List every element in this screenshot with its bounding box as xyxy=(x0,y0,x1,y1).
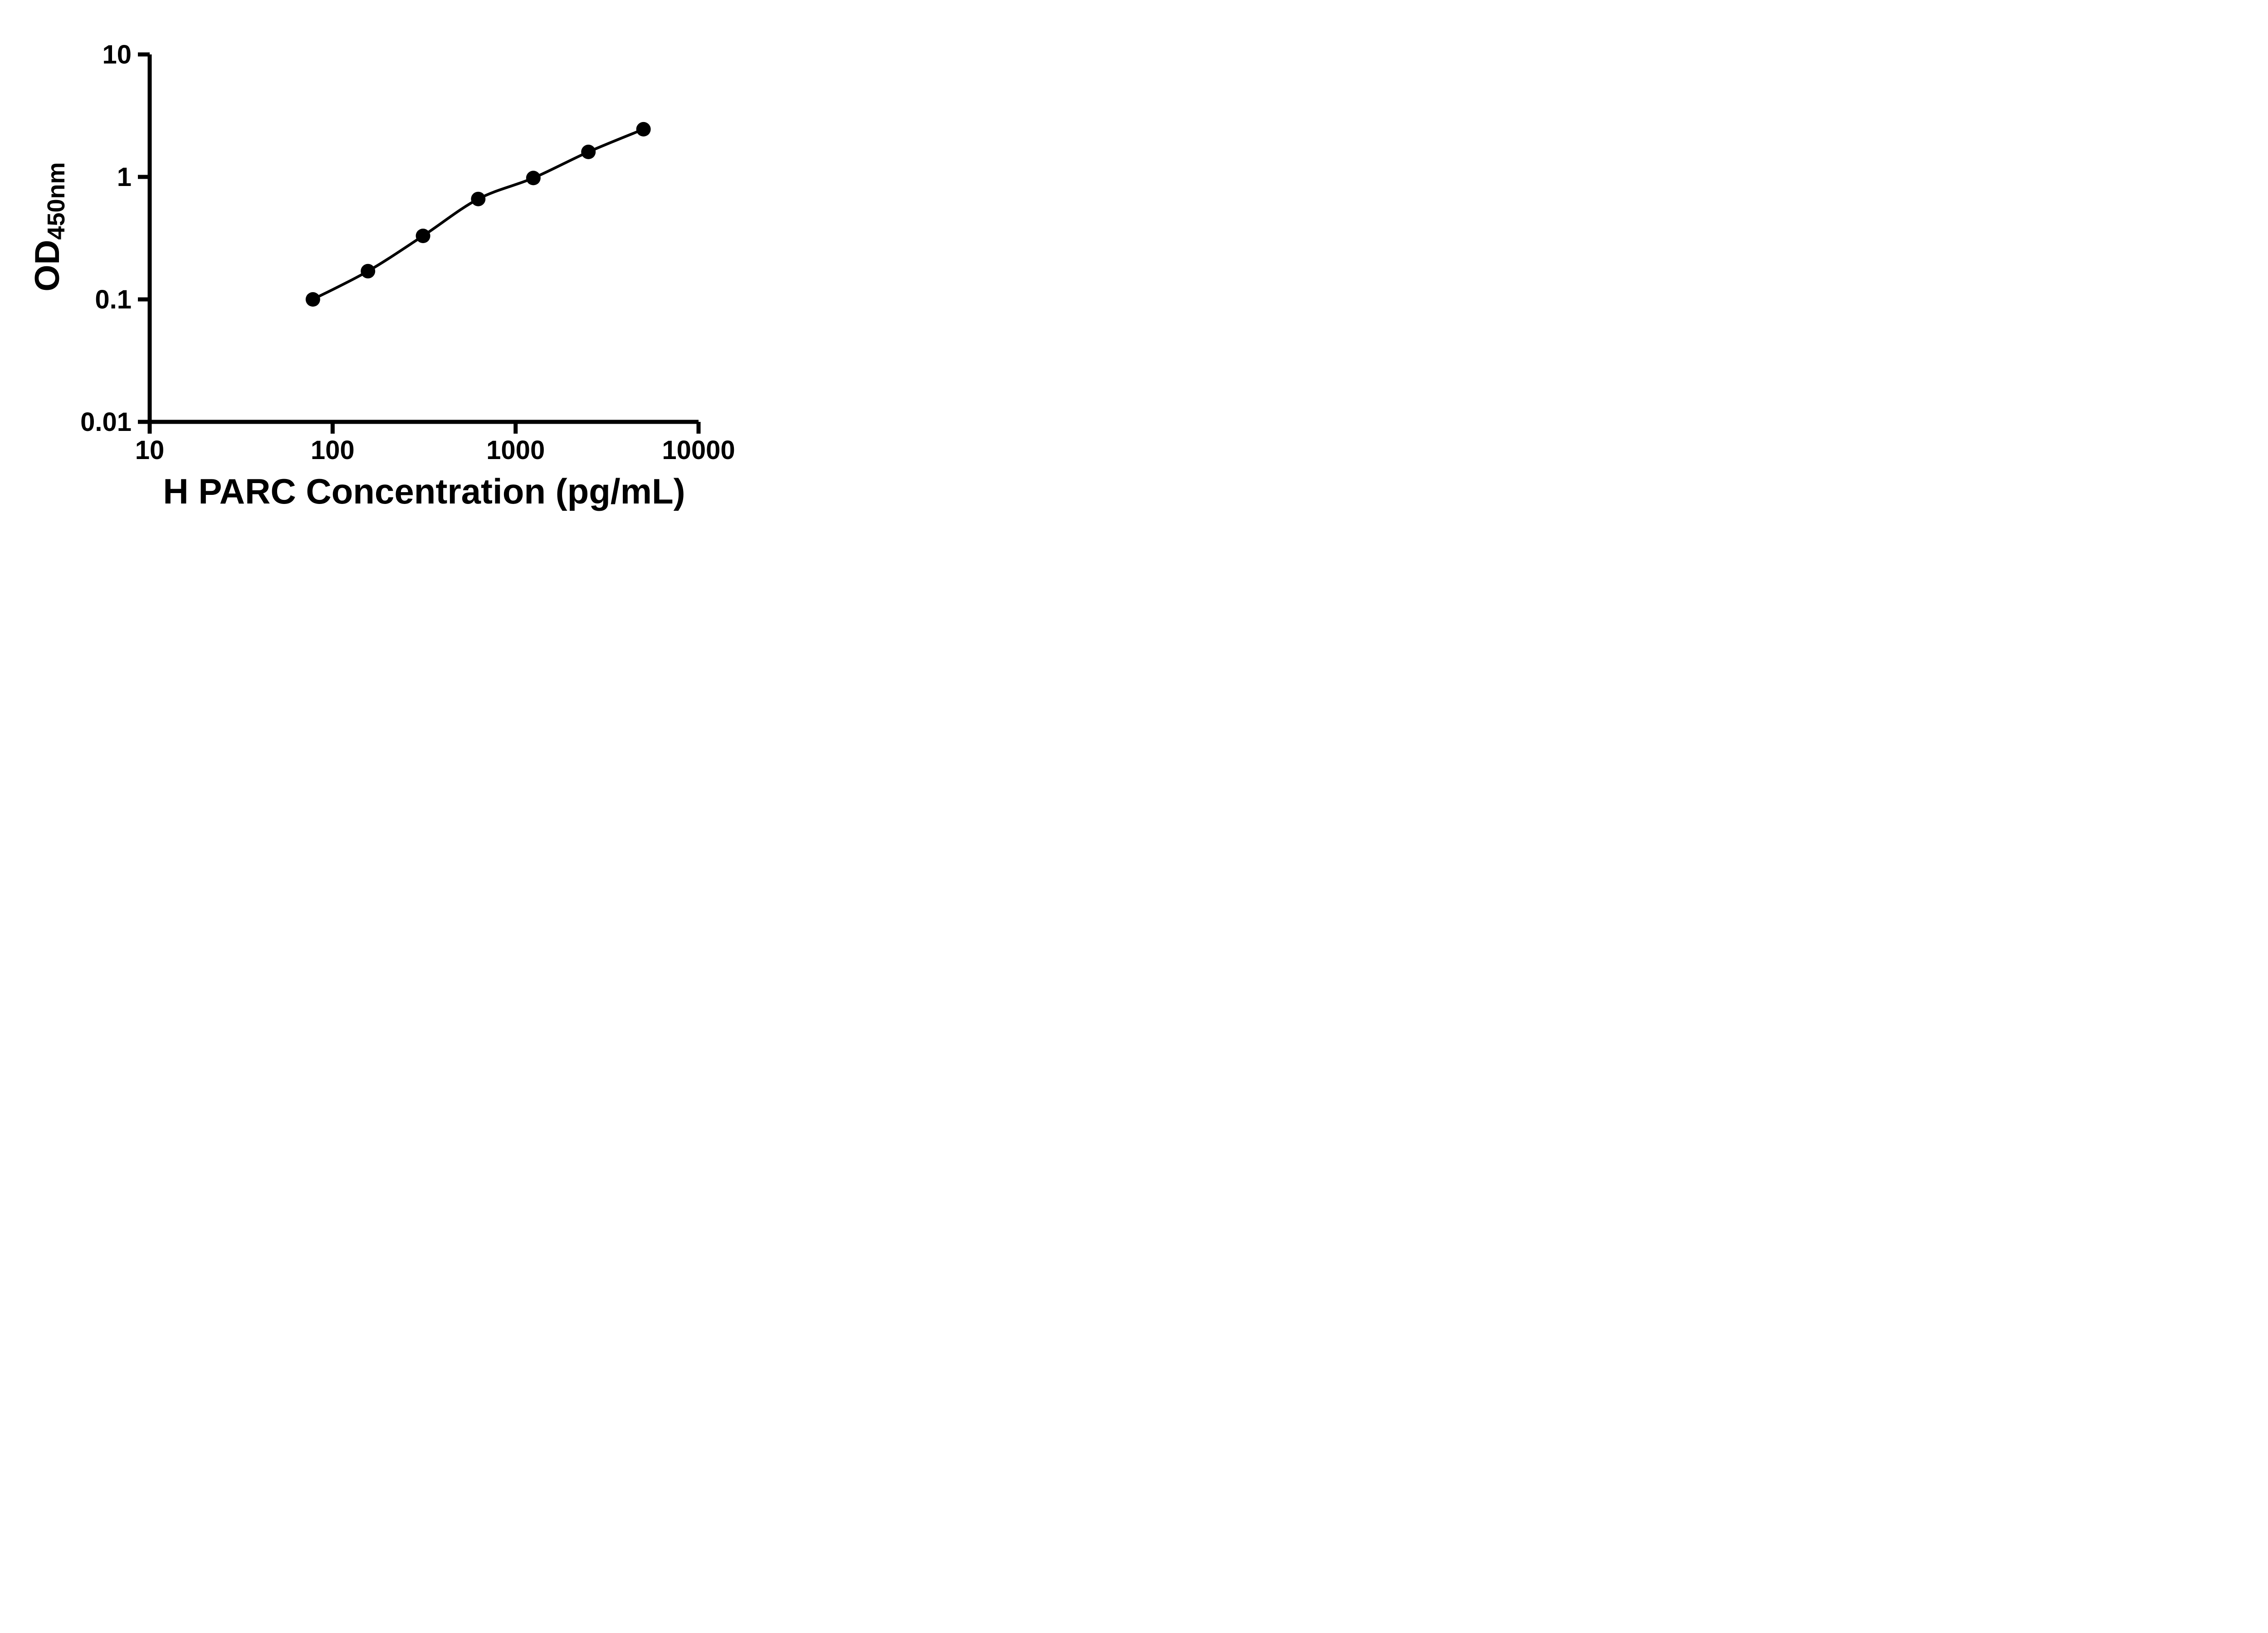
y-tick-label: 10 xyxy=(102,40,132,69)
data-point xyxy=(471,191,486,206)
data-point xyxy=(415,229,430,243)
x-tick-label: 10 xyxy=(135,435,165,465)
y-tick-label: 0.1 xyxy=(95,285,132,314)
x-tick-label: 1000 xyxy=(486,435,545,465)
y-tick-label: 1 xyxy=(117,162,132,192)
elisa-standard-curve-figure: 10 100 1000 10000 0.01 0.1 1 10 OD450nm H PARC … xyxy=(0,0,777,544)
y-tick-label: 0.01 xyxy=(80,407,132,437)
data-point xyxy=(636,122,651,137)
data-point xyxy=(581,144,596,159)
data-point xyxy=(361,264,376,279)
x-axis-title: H PARC Concentration (pg/mL) xyxy=(163,471,685,511)
y-axis-title-subscript: 450nm xyxy=(43,162,70,240)
data-point xyxy=(305,292,320,307)
data-point xyxy=(526,171,541,186)
y-axis-title: OD450nm xyxy=(27,132,70,322)
x-tick-label: 10000 xyxy=(662,435,735,465)
y-axis-title-main: OD xyxy=(28,240,67,292)
x-tick-label: 100 xyxy=(311,435,355,465)
chart-canvas: 10 100 1000 10000 0.01 0.1 1 10 xyxy=(80,40,735,465)
